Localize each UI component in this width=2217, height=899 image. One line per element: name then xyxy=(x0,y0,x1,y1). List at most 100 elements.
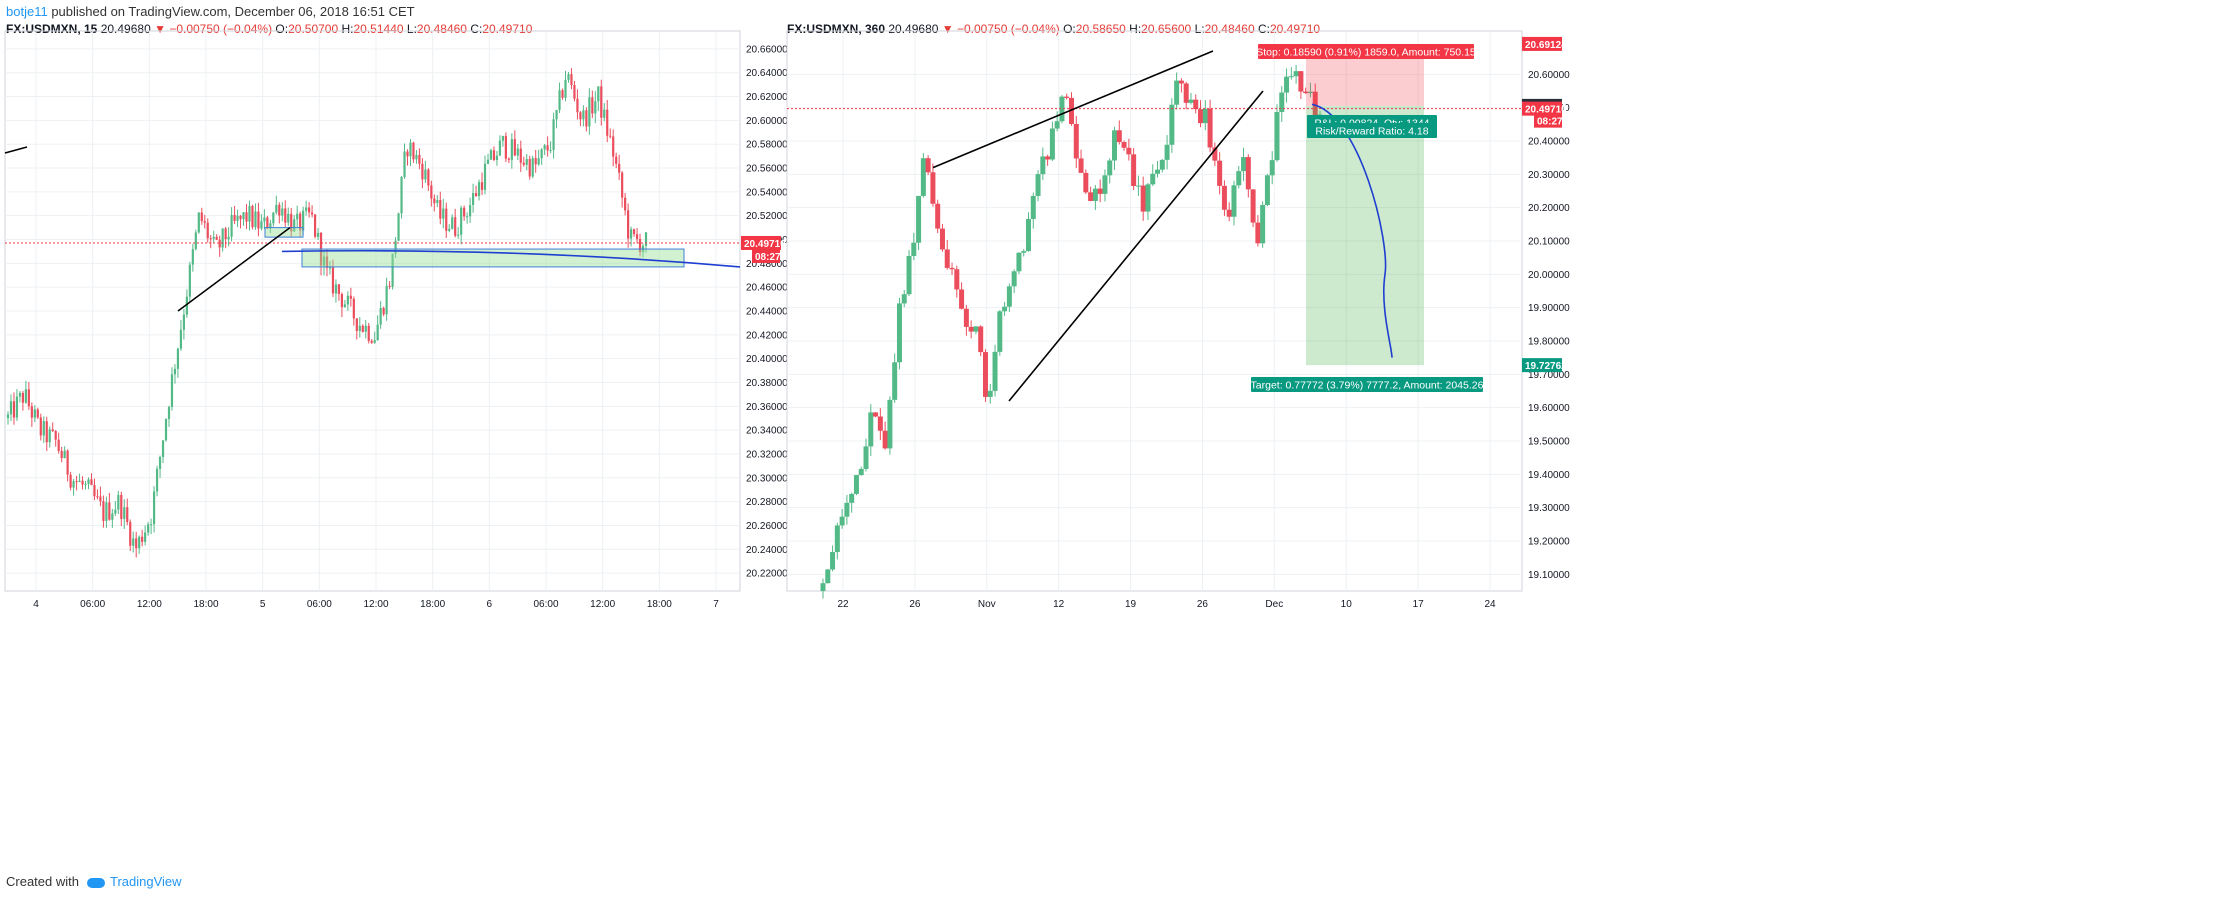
stop-label: Stop: 0.18590 (0.91%) 1859.0, Amount: 75… xyxy=(1256,47,1476,59)
candle-body xyxy=(158,456,162,469)
candle-body xyxy=(1260,204,1266,244)
candle-body xyxy=(591,97,594,114)
candle-body xyxy=(1135,185,1141,187)
candle-body xyxy=(1064,96,1070,98)
candle-body xyxy=(224,228,227,240)
candle-body xyxy=(839,516,845,526)
candle-body xyxy=(588,97,591,127)
candle-body xyxy=(75,481,78,483)
candle-body xyxy=(27,389,30,407)
candle-body xyxy=(1002,306,1008,312)
candle-body xyxy=(233,215,236,221)
candle-body xyxy=(1217,160,1223,186)
candle-body xyxy=(197,212,200,233)
candle-body xyxy=(269,223,272,229)
candle-body xyxy=(868,412,874,447)
candle-body xyxy=(66,450,69,475)
candle-body xyxy=(310,212,314,215)
candle-body xyxy=(618,163,621,173)
y-tick-label: 20.56000 xyxy=(746,164,788,175)
footer-created: Created with xyxy=(6,874,79,889)
right-open: 20.58650 xyxy=(1075,22,1126,36)
candle-body xyxy=(863,446,869,469)
candle-body xyxy=(901,294,907,304)
candle-body xyxy=(982,352,988,397)
candle-body xyxy=(1231,185,1237,217)
candle-body xyxy=(528,159,531,177)
candle-body xyxy=(427,169,430,186)
candle-body xyxy=(209,238,212,240)
x-tick-label: 17 xyxy=(1413,599,1425,610)
tradingview-logo-icon xyxy=(86,877,105,888)
candle-body xyxy=(263,217,266,222)
y-tick-label: 20.60000 xyxy=(746,116,788,127)
candle-body xyxy=(1284,76,1290,93)
candle-body xyxy=(609,135,612,137)
x-tick-label: Nov xyxy=(978,599,996,610)
candle-body xyxy=(105,502,108,521)
candle-body xyxy=(457,234,460,236)
candle-body xyxy=(844,502,850,517)
candle-body xyxy=(549,149,552,151)
candle-body xyxy=(325,256,329,268)
author-link[interactable]: botje11 xyxy=(6,4,48,19)
candle-body xyxy=(627,210,630,239)
candle-body xyxy=(1131,154,1137,187)
candle-body xyxy=(445,208,448,231)
candle-body xyxy=(1169,104,1175,145)
candle-body xyxy=(576,98,579,113)
candle-body xyxy=(510,139,513,160)
x-tick-label: 06:00 xyxy=(80,599,105,610)
candle-body xyxy=(930,172,936,204)
candle-body xyxy=(1030,195,1036,220)
countdown-tag: 08:27 xyxy=(755,252,781,263)
y-tick-label: 19.80000 xyxy=(1528,337,1570,348)
candle-body xyxy=(275,204,278,213)
y-tick-label: 20.40000 xyxy=(1528,137,1570,148)
x-tick-label: 19 xyxy=(1125,599,1137,610)
candle-body xyxy=(1112,130,1118,161)
y-tick-label: 19.10000 xyxy=(1528,570,1570,581)
footer-brand[interactable]: TradingView xyxy=(110,874,182,889)
candle-body xyxy=(1069,97,1074,124)
candle-body xyxy=(176,348,180,369)
candle-body xyxy=(1083,172,1089,193)
candle-body xyxy=(522,162,525,165)
stop-price-tag-bg xyxy=(1522,36,1562,51)
y-tick-label: 19.30000 xyxy=(1528,503,1570,514)
candle-body xyxy=(644,232,648,246)
candle-body xyxy=(1250,189,1256,223)
y-tick-label: 19.60000 xyxy=(1528,403,1570,414)
candle-body xyxy=(466,216,469,218)
x-tick-label: 18:00 xyxy=(420,599,445,610)
candle-body xyxy=(1140,185,1146,212)
countdown-tag: 08:27 xyxy=(1537,117,1563,128)
candle-body xyxy=(93,485,96,497)
candle-body xyxy=(1035,174,1041,196)
candle-body xyxy=(579,112,582,120)
candle-body xyxy=(519,148,522,163)
candle-body xyxy=(230,215,233,237)
candle-body xyxy=(409,142,412,157)
candle-body xyxy=(69,474,72,488)
candle-body xyxy=(1054,121,1060,129)
candle-body xyxy=(1107,160,1113,176)
candle-body xyxy=(1078,158,1084,173)
candle-body xyxy=(504,135,507,159)
candle-body xyxy=(1164,144,1170,160)
candle-body xyxy=(448,228,451,231)
candle-body xyxy=(540,149,543,159)
candle-body xyxy=(179,329,183,349)
left-open-label: O: xyxy=(275,22,289,36)
candle-body xyxy=(1226,209,1232,217)
candle-body xyxy=(24,389,27,403)
candle-body xyxy=(367,325,370,341)
candle-body xyxy=(337,284,341,294)
candle-body xyxy=(896,303,902,363)
candle-body xyxy=(1288,76,1294,78)
candle-body xyxy=(629,229,633,239)
candle-body xyxy=(1073,123,1079,159)
candle-body xyxy=(486,159,490,164)
left-close: 20.49710 xyxy=(482,22,533,36)
